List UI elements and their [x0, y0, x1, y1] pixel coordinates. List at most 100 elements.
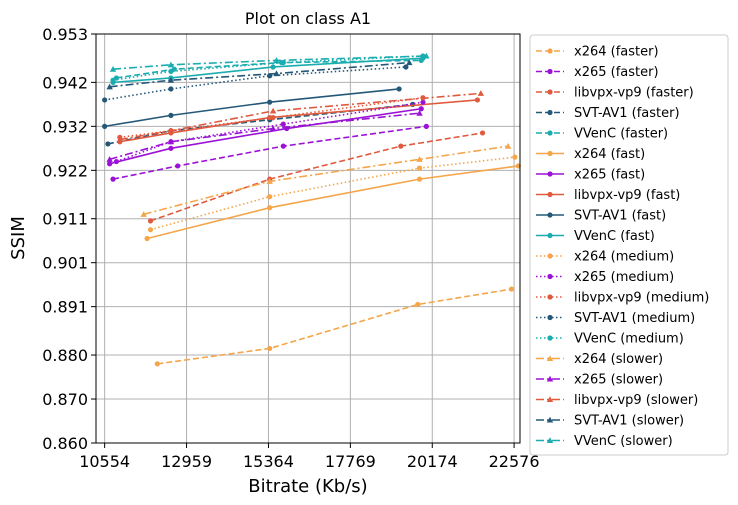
legend-item: x265 (slower) [536, 373, 663, 388]
legend-label: x265 (medium) [574, 270, 674, 285]
data-point [477, 90, 485, 96]
data-point [167, 61, 175, 68]
data-point [144, 235, 150, 242]
legend-item: x265 (fast) [536, 168, 645, 183]
data-point [416, 156, 423, 162]
data-point [147, 227, 154, 233]
data-point [420, 99, 426, 105]
data-point [474, 97, 481, 103]
legend-marker [547, 109, 553, 116]
legend-marker [546, 437, 554, 444]
data-point [106, 83, 113, 90]
x-tick-label: 22576 [489, 452, 540, 471]
data-point [273, 57, 280, 63]
data-point [423, 123, 429, 129]
legend-marker [546, 375, 554, 382]
data-point [267, 345, 273, 352]
legend-label: libvpx-vp9 (fast) [574, 188, 680, 203]
data-point [147, 218, 154, 224]
data-point [269, 125, 277, 132]
series-svt-av1-slower [106, 59, 413, 90]
data-point [175, 163, 181, 169]
legend-item: x264 (faster) [536, 45, 659, 60]
series-line [119, 92, 481, 141]
legend-label: x264 (fast) [574, 147, 645, 162]
legend-label: SVT-AV1 (medium) [574, 311, 695, 326]
series-line [143, 145, 509, 216]
series-line [150, 156, 515, 231]
plot-frame [95, 33, 521, 444]
legend-item: x264 (slower) [536, 352, 663, 367]
data-point [167, 138, 175, 145]
legend-item: x264 (medium) [536, 250, 674, 265]
legend-marker [547, 273, 553, 280]
legend-item: VVenC (medium) [536, 332, 684, 347]
data-point [416, 176, 423, 182]
y-tick-label: 0.932 [42, 117, 88, 136]
y-axis-ticks: 0.860 0.870 0.880 0.891 0.901 0.911 0.922 0.932… [42, 25, 96, 453]
data-point [423, 52, 430, 59]
legend-label: x265 (faster) [574, 65, 659, 80]
legend-marker [546, 416, 554, 423]
legend-box [529, 34, 729, 456]
data-point [416, 109, 423, 116]
data-point [109, 65, 117, 72]
legend-item: libvpx-vp9 (faster) [536, 86, 694, 101]
legend-marker [547, 294, 553, 300]
data-point [270, 64, 276, 70]
legend-marker [547, 68, 553, 75]
series-line [112, 57, 423, 84]
series-line [157, 288, 512, 365]
x-tick-label: 17769 [325, 452, 376, 471]
series-line [109, 61, 410, 88]
legend: x264 (faster) x265 (faster) libvpx-vp9 (fa… [529, 34, 729, 456]
data-point [102, 123, 108, 129]
data-point [403, 64, 409, 70]
legend-label: libvpx-vp9 (faster) [574, 86, 694, 101]
x-tick-label: 12959 [161, 452, 212, 471]
series-x264-slower [140, 142, 512, 217]
legend-item: libvpx-vp9 (fast) [536, 188, 680, 203]
data-point [396, 86, 402, 92]
legend-marker [547, 89, 553, 95]
legend-marker [547, 150, 553, 157]
legend-marker [547, 48, 553, 54]
series-line [104, 88, 400, 128]
series-line [116, 59, 422, 79]
data-point [504, 142, 512, 149]
series-libvpx-vp9-faster [147, 130, 486, 224]
data-point [270, 114, 276, 121]
data-point [167, 76, 175, 83]
series-line [112, 55, 423, 81]
data-point [168, 86, 174, 92]
series-x264-faster [154, 286, 515, 367]
legend-marker [547, 171, 553, 177]
legend-label: x264 (slower) [574, 352, 663, 367]
data-point [105, 141, 111, 147]
series-libvpx-vp9-slower [116, 90, 485, 143]
chart-title: Plot on class A1 [245, 9, 371, 28]
data-point [168, 68, 174, 74]
data-point [266, 178, 273, 184]
series-line [104, 66, 406, 101]
data-point [418, 106, 424, 112]
legend-label: SVT-AV1 (slower) [574, 414, 684, 429]
x-tick-label: 10554 [79, 452, 130, 471]
legend-marker [547, 253, 553, 259]
legend-marker [547, 191, 553, 198]
y-tick-label: 0.860 [42, 434, 88, 453]
data-point [110, 77, 116, 83]
data-point [113, 158, 120, 165]
plot-series [102, 52, 521, 367]
legend-item: SVT-AV1 (fast) [536, 209, 666, 224]
legend-marker [547, 212, 553, 218]
data-point [398, 143, 404, 149]
x-axis-ticks: 10554 12959 15364 17769 20174 22576 [79, 443, 540, 471]
legend-marker [546, 355, 554, 362]
data-point [107, 161, 113, 167]
y-tick-label: 0.953 [42, 25, 88, 44]
legend-marker [547, 314, 553, 321]
data-point [267, 194, 273, 200]
series-line [119, 99, 478, 143]
data-point [168, 145, 174, 151]
